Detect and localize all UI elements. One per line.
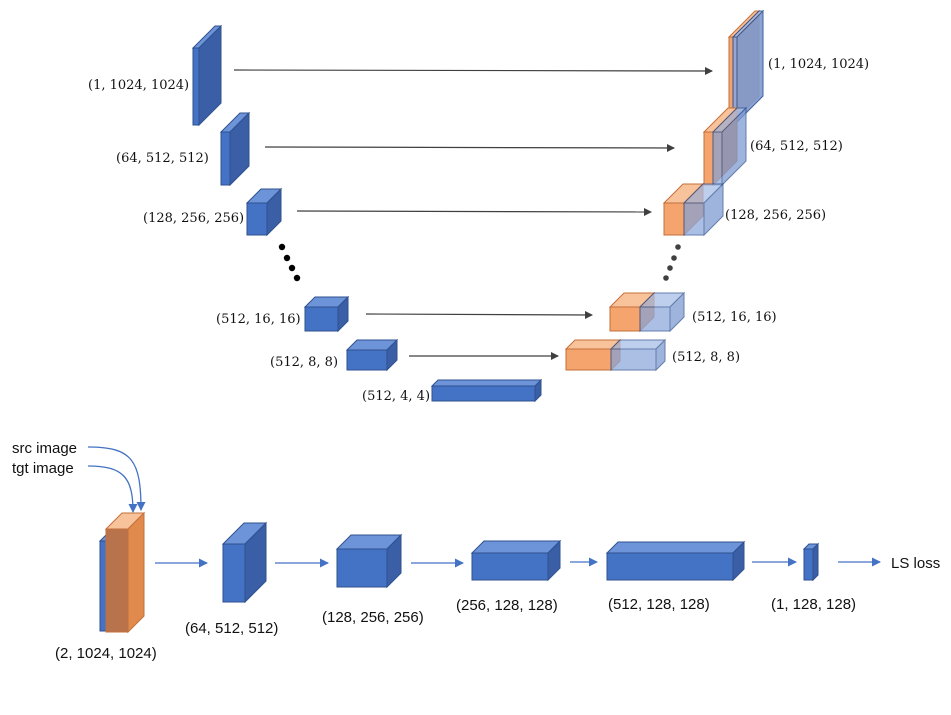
skip-arrow-3 bbox=[296, 207, 652, 216]
encoder-ellipsis-dot bbox=[288, 264, 296, 272]
enc-block-4 bbox=[303, 295, 350, 333]
disc-label-3: (128, 256, 256) bbox=[322, 609, 424, 626]
dec-label-1: (1, 1024, 1024) bbox=[768, 57, 869, 72]
encoder-ellipsis-dot bbox=[283, 254, 291, 262]
enc-label-3: (128, 256, 256) bbox=[143, 211, 244, 226]
disc-block-4 bbox=[470, 539, 562, 582]
skip-arrow-4 bbox=[365, 310, 593, 319]
disc-block-5 bbox=[605, 540, 746, 582]
arrows-layer bbox=[87, 66, 881, 568]
enc-label-2: (64, 512, 512) bbox=[116, 151, 209, 166]
disc-label-1: (2, 1024, 1024) bbox=[55, 645, 157, 662]
enc-block-5 bbox=[345, 338, 399, 372]
src-image-label: src image bbox=[12, 440, 77, 457]
disc-label-4: (256, 128, 128) bbox=[456, 597, 558, 614]
disc-block-1-orange bbox=[104, 511, 146, 634]
disc-label-2: (64, 512, 512) bbox=[185, 620, 278, 637]
dec-block-2-blue bbox=[711, 106, 748, 187]
disc-block-2 bbox=[221, 521, 268, 604]
enc-label-5: (512, 8, 8) bbox=[270, 355, 338, 370]
decoder-ellipsis-dot bbox=[671, 255, 677, 261]
disc-label-5: (512, 128, 128) bbox=[608, 596, 710, 613]
dec-label-4: (512, 16, 16) bbox=[692, 310, 777, 325]
dec-label-2: (64, 512, 512) bbox=[750, 139, 843, 154]
dec-block-5-blue bbox=[609, 338, 667, 372]
enc-label-4: (512, 16, 16) bbox=[216, 312, 301, 327]
dec-block-1-blue bbox=[731, 9, 765, 124]
encoder-ellipsis-dot bbox=[293, 274, 301, 282]
skip-arrow-2 bbox=[264, 143, 675, 152]
disc-block-3 bbox=[335, 533, 403, 589]
enc-label-1: (1, 1024, 1024) bbox=[88, 78, 189, 93]
encoder-ellipsis-dot bbox=[278, 243, 286, 251]
dec-block-3-blue bbox=[682, 182, 725, 237]
dec-block-4-blue bbox=[638, 291, 686, 333]
disc-block-6 bbox=[802, 542, 820, 582]
dec-label-5: (512, 8, 8) bbox=[672, 350, 740, 365]
skip-arrow-1 bbox=[233, 66, 713, 75]
decoder-ellipsis-dot bbox=[667, 265, 673, 271]
enc-block-1 bbox=[191, 24, 223, 127]
input-curves bbox=[87, 446, 146, 513]
dec-label-3: (128, 256, 256) bbox=[725, 208, 826, 223]
decoder-ellipsis-dot bbox=[675, 244, 681, 250]
decoder-ellipsis-dot bbox=[663, 275, 669, 281]
tgt-image-label: tgt image bbox=[12, 460, 74, 477]
blocks-layer bbox=[98, 9, 820, 634]
ls-loss-label: LS loss bbox=[891, 555, 940, 572]
enc-block-3 bbox=[245, 187, 283, 237]
enc-label-6: (512, 4, 4) bbox=[362, 389, 430, 404]
enc-block-2 bbox=[219, 111, 251, 187]
disc-label-6: (1, 128, 128) bbox=[771, 596, 856, 613]
enc-block-6 bbox=[430, 378, 543, 403]
